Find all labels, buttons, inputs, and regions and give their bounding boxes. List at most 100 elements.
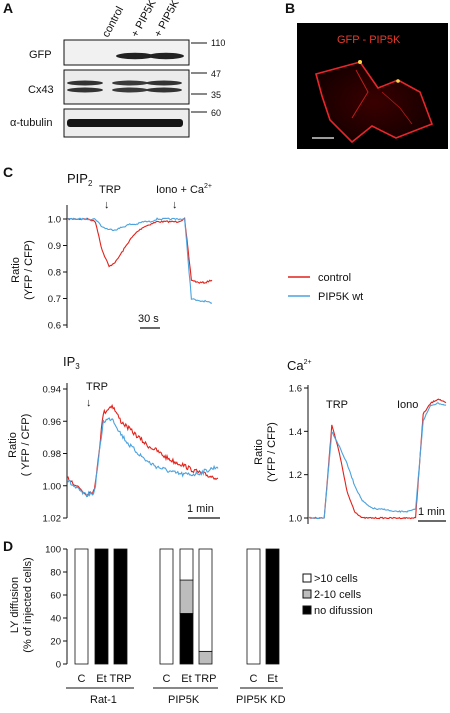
y-tick-label: 1.4 (289, 427, 302, 438)
x-tick-label: Et (96, 673, 106, 685)
x-tick-label: TRP (195, 673, 217, 685)
y-tick-label: 1.0 (48, 215, 61, 226)
legend: control PIP5K wt (288, 272, 363, 303)
marker-60: 60 (211, 108, 221, 118)
x-tick-label: Et (181, 673, 191, 685)
group-label-pip5k: PIP5K (168, 694, 200, 706)
molecular-weight-markers: 110 47 35 60 (191, 38, 225, 118)
lane-label-control: control (100, 5, 126, 40)
ca-y-ticks: 1.6 1.4 1.2 1.0 (289, 384, 308, 525)
x-tick-label: C (250, 673, 258, 685)
x-tick-label: TRP (110, 673, 132, 685)
bar-segment (246, 548, 261, 665)
bar-legend-swatch-0 (302, 573, 312, 583)
pip2-annot-iono-text: Iono + Ca (156, 184, 205, 196)
bar-segment (159, 548, 174, 665)
pip2-title-text: PIP (67, 171, 88, 186)
legend-label-control: control (318, 272, 351, 284)
group-label-rat1: Rat-1 (90, 694, 117, 706)
x-tick-label: C (163, 673, 171, 685)
y-tick-label: 0.94 (43, 385, 62, 396)
y-tick-label: 60 (50, 591, 61, 602)
bar-x-ticks: C Et TRP C Et TRP C Et (78, 673, 278, 685)
ip3-ylabel: Ratio (7, 432, 19, 458)
ip3-scalebar-label: 1 min (187, 503, 214, 515)
bar-ylabel: LY diffusion (9, 577, 21, 633)
ip3-annot-trp: TRP (86, 381, 108, 393)
ca-scalebar-label: 1 min (418, 506, 445, 518)
bar-segment (198, 650, 213, 665)
pip2-title: PIP2 (67, 171, 93, 188)
cell-image (315, 60, 434, 144)
y-tick-label: 0.98 (43, 449, 62, 460)
y-tick-label: 0.96 (43, 417, 62, 428)
bar-segment (179, 613, 194, 665)
pip2-annot-iono: Iono + Ca2+ (156, 183, 212, 196)
y-tick-label: 1.02 (43, 514, 62, 525)
bar-legend: >10 cells 2-10 cells no difussion (302, 573, 373, 617)
y-tick-label: 0.6 (48, 321, 61, 332)
pip2-arrow-iono-icon: ↓ (172, 199, 178, 211)
trace-control (67, 403, 219, 496)
legend-label-pip5k: PIP5K wt (318, 291, 363, 303)
pip2-traces (67, 217, 213, 304)
y-tick-label: 0.9 (48, 241, 61, 252)
ip3-title-text: IP (63, 354, 75, 369)
bar-legend-swatch-2 (302, 605, 312, 615)
bar-segment (113, 548, 128, 665)
bar-segment (74, 548, 89, 665)
y-tick-label: 1.6 (289, 384, 302, 395)
bar-legend-swatch-1 (302, 589, 312, 599)
panel-letter-d: D (3, 538, 13, 554)
y-tick-label: 0.7 (48, 294, 61, 305)
y-tick-label: 1.2 (289, 470, 302, 481)
ip3-ylabel2: ( YFP / CFP) (20, 414, 32, 477)
bar-ylabel2: (% of injected cells) (22, 557, 34, 652)
y-tick-label: 20 (50, 637, 61, 648)
panel-letter-c: C (3, 164, 13, 180)
ca-annot-iono: Iono (397, 399, 418, 411)
trace-pip5k-wt (308, 402, 447, 520)
y-tick-label: 0.8 (48, 268, 61, 279)
bar-marks (74, 548, 280, 665)
bar-segment (179, 579, 194, 614)
bar-groups: Rat-1 PIP5K PIP5K KD (66, 687, 286, 706)
band-gfp-pip5k-kd (148, 52, 184, 60)
band-tubulin (67, 119, 183, 127)
blot-lane-labels: control + PIP5K + PIP5K KD (100, 0, 190, 39)
blot-label-cx43: Cx43 (28, 84, 54, 96)
ip3-arrow-trp-icon: ↓ (86, 397, 92, 409)
blot-label-gfp: GFP (29, 49, 52, 61)
lane-label-pip5k-kd: + PIP5K KD (152, 0, 190, 39)
x-tick-label: Et (267, 673, 277, 685)
pip2-y-ticks: 1.0 0.9 0.8 0.7 0.6 (48, 215, 67, 332)
panel-letter-b: B (285, 0, 295, 16)
marker-110: 110 (211, 38, 225, 48)
pip2-ylabel2: (YFP / CFP) (23, 240, 35, 300)
bar-segment (179, 548, 194, 581)
pip2-annot-trp: TRP (99, 184, 121, 196)
bar-segment (198, 548, 213, 652)
bar-segment (265, 548, 280, 665)
trace-pip5k-wt (67, 217, 213, 304)
trace-control (308, 398, 447, 520)
bands-cx43 (67, 80, 182, 93)
ip3-title-sub: 3 (75, 362, 80, 371)
blot-label-tubulin: α-tubulin (10, 117, 52, 129)
ca-title: Ca2+ (287, 358, 312, 373)
ca-annot-trp: TRP (326, 399, 348, 411)
ca-ylabel: Ratio (253, 439, 265, 465)
panel-letter-a: A (3, 0, 13, 16)
pip2-annot-iono-sup: 2+ (204, 183, 212, 190)
x-tick-label: C (78, 673, 86, 685)
pip2-ylabel: Ratio (10, 257, 22, 283)
bar-y-ticks: 100 80 60 40 20 0 (45, 545, 67, 671)
micrograph-title: GFP - PIP5K (337, 34, 401, 46)
pip2-arrow-trp-icon: ↓ (104, 199, 110, 211)
trace-control (67, 217, 213, 284)
ca-title-sup: 2+ (304, 359, 312, 366)
blot-cx43 (63, 69, 190, 105)
trace-pip5k-wt (67, 417, 219, 498)
bar-legend-label-1: 2-10 cells (314, 589, 362, 601)
